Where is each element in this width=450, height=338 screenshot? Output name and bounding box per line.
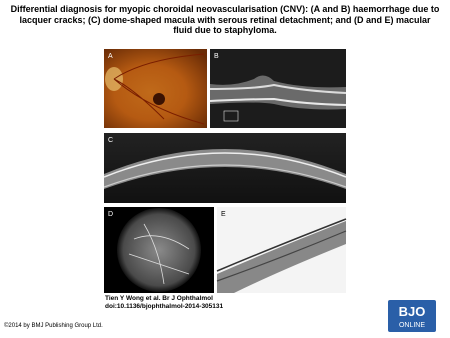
logo-text: BJO bbox=[399, 304, 426, 319]
panel-c: C bbox=[104, 133, 347, 203]
figure: A B C D E bbox=[104, 49, 347, 293]
logo: BJO ONLINE bbox=[388, 300, 436, 332]
panel-label: C bbox=[108, 137, 113, 144]
slide-title: Differential diagnosis for myopic choroi… bbox=[10, 4, 440, 35]
panel-label: D bbox=[108, 211, 113, 218]
panel-label: E bbox=[221, 211, 226, 218]
copyright: ©2014 by BMJ Publishing Group Ltd. bbox=[4, 323, 103, 329]
panel-label: A bbox=[108, 53, 113, 60]
panel-e: E bbox=[216, 207, 347, 293]
caption-doi: doi:10.1136/bjophthalmol-2014-305131 bbox=[105, 303, 224, 310]
caption-authors: Tien Y Wong et al. Br J Ophthalmol bbox=[105, 295, 213, 302]
panel-a: A bbox=[104, 49, 207, 128]
logo-subtext: ONLINE bbox=[399, 322, 425, 329]
panel-label: B bbox=[214, 53, 219, 60]
panel-d: D bbox=[104, 207, 214, 293]
panel-b: B bbox=[209, 49, 347, 128]
